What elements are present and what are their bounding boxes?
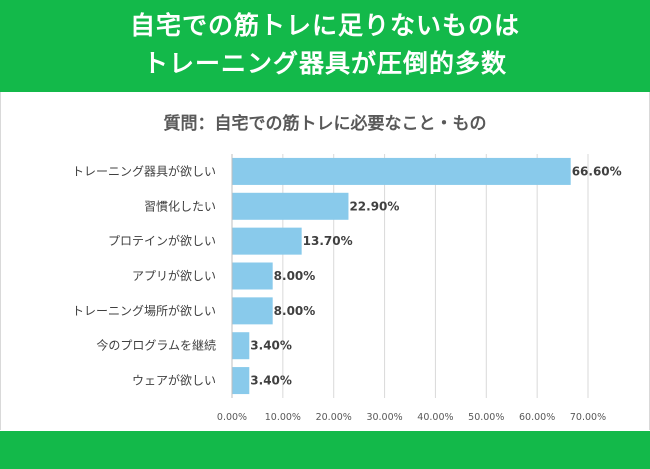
data-label: 3.40% [250, 339, 292, 353]
bar [232, 332, 250, 360]
x-tick-label: 40.00% [417, 412, 453, 423]
banner-title-line1: 自宅での筋トレに足りないものは [129, 11, 520, 40]
category-label: トレーニング場所が欲しい [72, 303, 216, 318]
category-label: アプリが欲しい [132, 268, 216, 283]
category-label: 習慣化したい [144, 198, 216, 213]
bar [232, 192, 349, 220]
category-label: 今のプログラムを継続 [96, 338, 216, 353]
data-label: 8.00% [274, 269, 316, 283]
chart-panel [0, 92, 650, 430]
bar [232, 297, 273, 325]
x-tick-label: 10.00% [265, 412, 301, 423]
banner-title-line2: トレーニング器具が圧倒的多数 [142, 49, 507, 78]
category-label: トレーニング器具が欲しい [72, 163, 216, 178]
footer-bar [0, 431, 650, 469]
bar [232, 367, 250, 395]
bar [232, 157, 571, 185]
chart-title: 質問：自宅での筋トレに必要なこと・もの [163, 114, 487, 134]
x-tick-label: 30.00% [366, 412, 402, 423]
category-label: プロテインが欲しい [108, 233, 216, 248]
x-tick-label: 50.00% [468, 412, 504, 423]
category-label: ウェアが欲しい [132, 373, 216, 388]
x-tick-label: 20.00% [316, 412, 352, 423]
x-tick-label: 60.00% [519, 412, 555, 423]
data-label: 3.40% [250, 374, 292, 388]
title-banner: 自宅での筋トレに足りないものは トレーニング器具が圧倒的多数 [0, 0, 650, 92]
data-label: 13.70% [303, 234, 353, 248]
x-tick-label: 70.00% [570, 412, 606, 423]
data-label: 66.60% [572, 164, 622, 178]
bar [232, 227, 302, 255]
x-tick-label: 0.00% [217, 412, 247, 423]
data-label: 8.00% [274, 304, 316, 318]
data-label: 22.90% [349, 199, 399, 213]
bar [232, 262, 273, 290]
